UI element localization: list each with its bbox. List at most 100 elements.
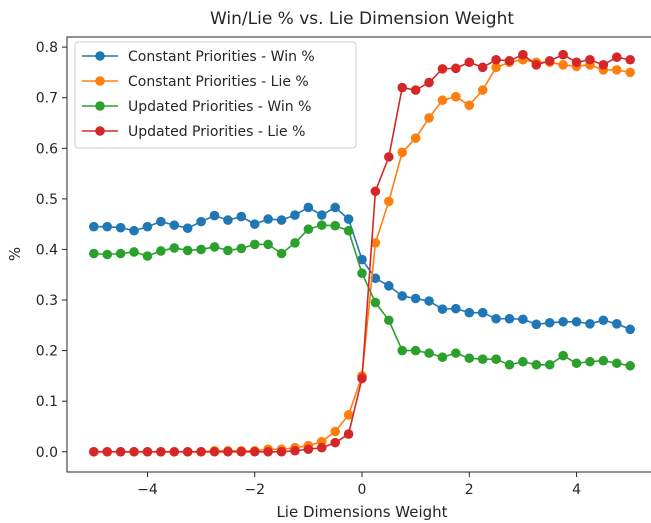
data-point [290, 238, 300, 248]
data-point [169, 243, 180, 253]
data-point [142, 251, 153, 261]
data-point [585, 318, 595, 329]
y-tick-label: 0.5 [36, 192, 58, 208]
data-point [236, 243, 247, 254]
data-point [451, 303, 461, 314]
data-point [558, 49, 568, 60]
data-point [571, 57, 582, 68]
data-point [451, 91, 461, 102]
data-point [330, 437, 340, 448]
data-point [611, 358, 622, 369]
data-point [504, 313, 515, 324]
data-point [585, 54, 595, 65]
data-point [544, 317, 555, 328]
data-point [316, 210, 327, 220]
y-tick-label: 0.1 [36, 394, 58, 410]
data-point [397, 147, 408, 158]
data-point [531, 359, 542, 370]
data-point [330, 426, 340, 437]
data-point [249, 239, 260, 250]
data-point [585, 356, 595, 367]
x-axis: −4 −2 0 2 4 [137, 472, 581, 498]
data-point [437, 64, 448, 74]
legend-item: Updated Priorities - Lie % [82, 124, 305, 140]
y-tick-label: 0.2 [36, 344, 58, 360]
data-point [424, 77, 434, 88]
data-point [370, 273, 381, 284]
y-axis: 0.0 0.1 0.2 0.3 0.4 0.5 0.6 0.7 0.8 [36, 40, 67, 461]
data-point [437, 95, 448, 106]
data-point [410, 85, 421, 95]
data-point [571, 316, 582, 327]
x-tick-label: 0 [358, 482, 367, 498]
data-point [370, 238, 381, 248]
y-tick-label: 0.0 [36, 445, 58, 461]
data-point [115, 222, 126, 233]
data-point [263, 214, 273, 224]
data-point [142, 446, 153, 457]
data-point [169, 446, 180, 457]
data-point [370, 297, 381, 308]
data-point [357, 268, 367, 279]
data-point [129, 225, 139, 236]
x-tick-label: 2 [465, 482, 474, 498]
data-point [209, 210, 220, 221]
data-point [316, 442, 327, 453]
series-3 [89, 49, 635, 457]
data-point [518, 314, 528, 325]
data-point [410, 345, 421, 356]
data-point [330, 202, 340, 213]
legend-marker [95, 126, 105, 136]
data-point [598, 60, 609, 70]
data-point [316, 220, 327, 230]
data-point [276, 215, 287, 225]
data-point [89, 221, 99, 232]
data-point [451, 63, 461, 74]
data-point [223, 245, 233, 256]
data-point [464, 100, 475, 111]
data-point [611, 318, 622, 329]
data-point [129, 247, 139, 257]
data-point [290, 445, 300, 456]
data-point [477, 62, 488, 73]
data-point [625, 54, 635, 65]
data-point [625, 324, 635, 335]
data-point [504, 359, 515, 370]
legend-label: Constant Priorities - Win % [128, 49, 315, 65]
legend-label: Updated Priorities - Lie % [128, 124, 305, 140]
y-tick-label: 0.6 [36, 141, 58, 157]
series-layer [89, 49, 635, 457]
x-tick-label: 4 [572, 482, 581, 498]
data-point [558, 316, 568, 327]
data-point [518, 49, 528, 60]
legend-frame [74, 41, 357, 149]
data-point [424, 348, 434, 358]
data-point [571, 358, 582, 369]
data-point [303, 224, 314, 235]
data-point [410, 133, 421, 143]
data-point [611, 52, 622, 63]
data-point [384, 315, 394, 326]
data-point [223, 215, 233, 225]
y-tick-label: 0.7 [36, 91, 58, 107]
data-point [370, 186, 381, 197]
data-point [397, 82, 408, 93]
data-point [182, 446, 193, 457]
data-point [464, 307, 475, 318]
data-point [491, 354, 501, 365]
data-point [343, 429, 354, 439]
data-point [598, 355, 609, 366]
data-point [544, 359, 555, 370]
data-point [182, 245, 193, 256]
data-point [196, 244, 206, 255]
data-point [518, 356, 528, 367]
legend-label: Constant Priorities - Lie % [128, 74, 309, 90]
legend-item: Constant Priorities - Lie % [82, 74, 309, 90]
y-tick-label: 0.4 [36, 242, 58, 258]
legend-marker [95, 101, 105, 111]
data-point [410, 293, 421, 304]
data-point [89, 446, 99, 457]
data-point [89, 248, 99, 259]
